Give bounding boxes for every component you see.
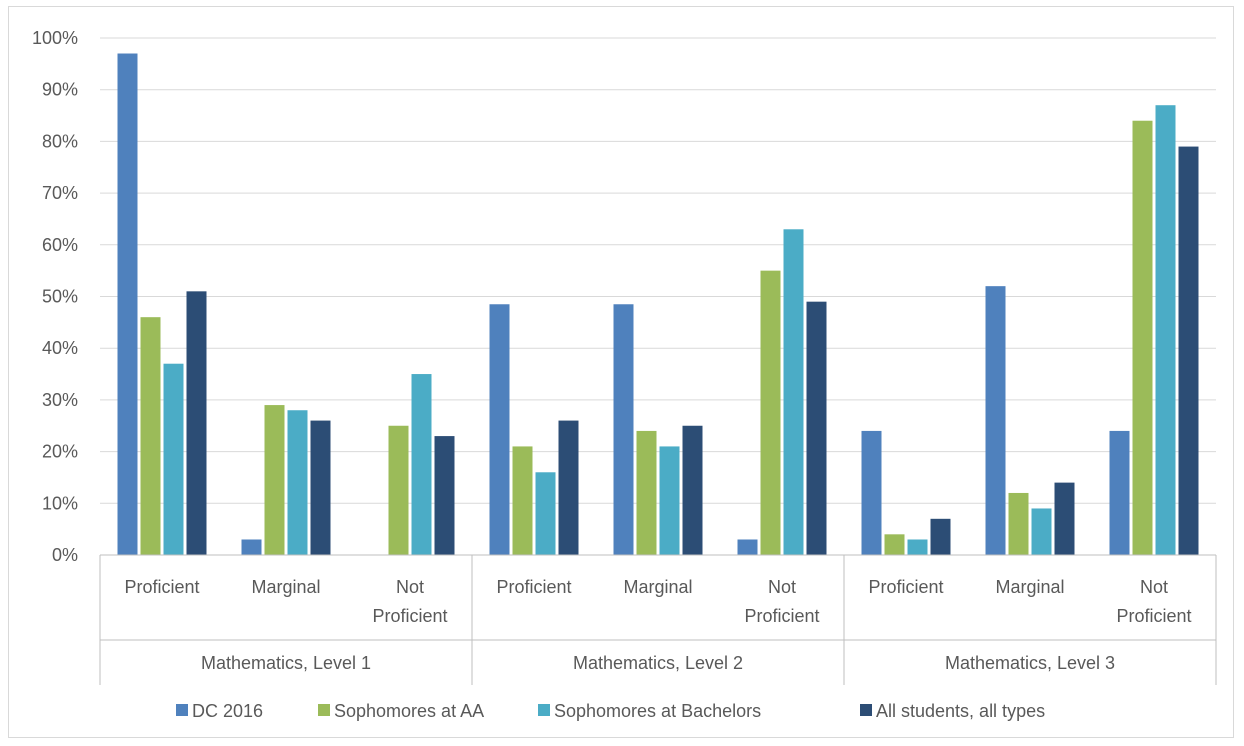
bar	[186, 291, 207, 555]
y-tick-label: 60%	[42, 235, 78, 255]
bar	[241, 539, 262, 555]
bar	[264, 405, 285, 555]
gridlines	[100, 37, 1216, 504]
bar	[636, 430, 657, 555]
y-tick-label: 0%	[52, 545, 78, 565]
legend-swatch	[538, 704, 550, 716]
category-label: Proficient	[496, 577, 571, 597]
bar	[411, 374, 432, 555]
bar	[558, 420, 579, 555]
bar	[310, 420, 331, 555]
legend-swatch	[176, 704, 188, 716]
bar	[806, 301, 827, 555]
bar	[682, 425, 703, 555]
category-label: Marginal	[623, 577, 692, 597]
bar	[489, 304, 510, 555]
bar	[287, 410, 308, 555]
bar	[884, 534, 905, 555]
bar	[388, 425, 409, 555]
axes: 0% 10% 20% 30% 40% 50% 60% 70% 80% 90% 100% Profici…	[32, 28, 1217, 685]
bar	[163, 363, 184, 555]
y-tick-label: 90%	[42, 80, 78, 100]
group-label: Mathematics, Level 1	[201, 653, 371, 673]
legend-label: DC 2016	[192, 701, 263, 721]
y-tick-label: 20%	[42, 442, 78, 462]
bar	[1109, 430, 1130, 555]
bar	[535, 472, 556, 555]
legend-swatch	[318, 704, 330, 716]
bar	[1054, 482, 1075, 555]
y-tick-label: 40%	[42, 338, 78, 358]
category-label: Proficient	[124, 577, 199, 597]
category-label: Proficient	[744, 606, 819, 626]
category-label: Marginal	[251, 577, 320, 597]
category-label: Proficient	[372, 606, 447, 626]
bar	[1132, 120, 1153, 555]
bars	[117, 53, 1199, 556]
y-tick-label: 10%	[42, 493, 78, 513]
bar	[434, 436, 455, 555]
bar	[117, 53, 138, 555]
bar	[783, 229, 804, 556]
group-label: Mathematics, Level 3	[945, 653, 1115, 673]
y-tick-label: 30%	[42, 390, 78, 410]
bar	[1031, 508, 1052, 555]
legend-label: All students, all types	[876, 701, 1045, 721]
bar	[1008, 492, 1029, 555]
bar	[1155, 105, 1176, 556]
legend: DC 2016 Sophomores at AA Sophomores at Bac…	[176, 701, 1045, 721]
y-tick-label: 100%	[32, 28, 78, 48]
bar	[861, 430, 882, 555]
y-tick-label: 70%	[42, 183, 78, 203]
bar	[907, 539, 928, 555]
bar	[613, 304, 634, 555]
legend-label: Sophomores at Bachelors	[554, 701, 761, 721]
bar	[512, 446, 533, 555]
category-label: Proficient	[868, 577, 943, 597]
category-label: Not	[768, 577, 796, 597]
bar	[140, 317, 161, 555]
category-label: Marginal	[995, 577, 1064, 597]
y-tick-label: 50%	[42, 287, 78, 307]
bar	[985, 286, 1006, 555]
legend-label: Sophomores at AA	[334, 701, 484, 721]
bar	[760, 270, 781, 555]
group-label: Mathematics, Level 2	[573, 653, 743, 673]
bar	[737, 539, 758, 555]
category-label: Not	[396, 577, 424, 597]
bar	[930, 518, 951, 555]
category-label: Not	[1140, 577, 1168, 597]
category-label: Proficient	[1116, 606, 1191, 626]
bar	[659, 446, 680, 555]
legend-swatch	[860, 704, 872, 716]
bar	[1178, 146, 1199, 555]
y-tick-label: 80%	[42, 131, 78, 151]
